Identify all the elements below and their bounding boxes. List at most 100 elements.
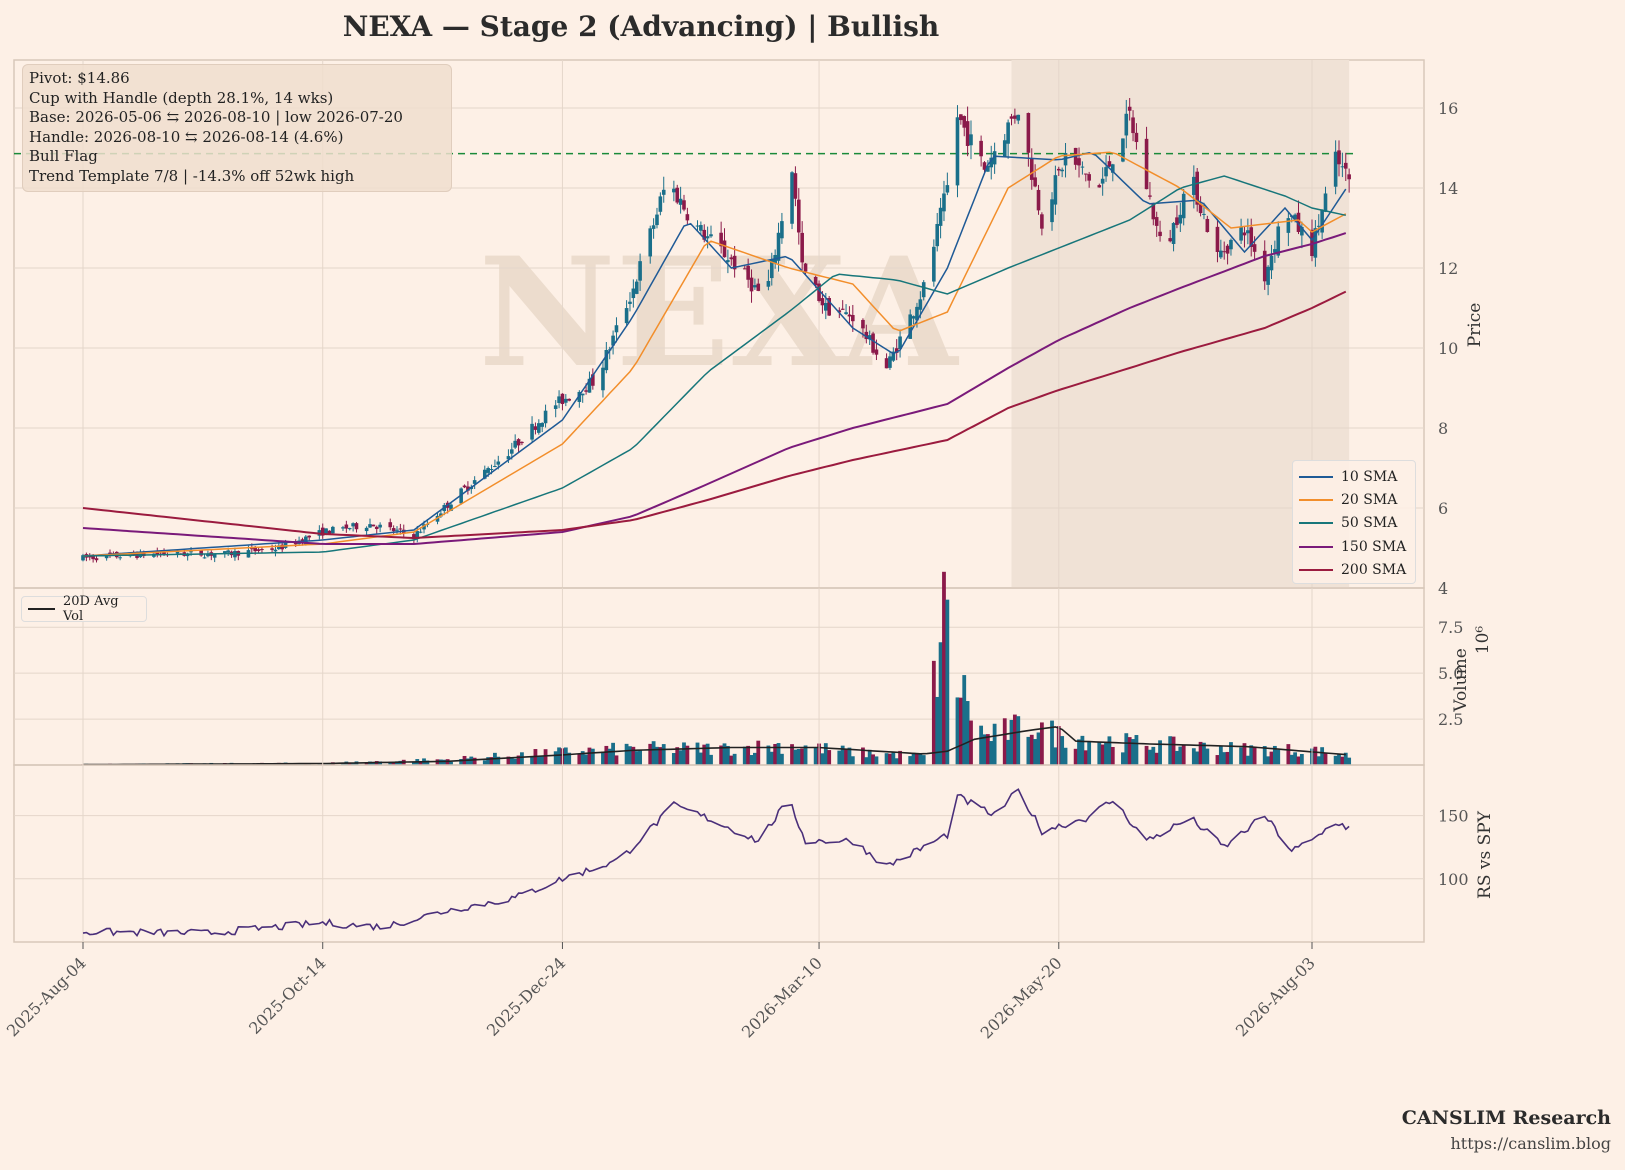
volume-bar [1202,742,1206,765]
candle-body [1131,117,1135,134]
volume-bar [1077,739,1081,765]
volume-bar [601,751,605,765]
candle-body [270,548,274,550]
volume-bar [698,752,703,765]
legend-item-10-sma: 10 SMA [1299,465,1409,488]
candle-body [803,263,808,272]
volume-bars [81,571,1352,765]
candle-body [537,423,541,433]
volume-bar [813,747,818,765]
candle-body [391,528,396,532]
candle-body [1148,195,1152,197]
candle-body [250,548,254,550]
volume-bar [466,758,470,765]
candle-body [104,554,109,559]
volume-bar [661,744,666,765]
volume-bar [371,761,376,765]
volume-bar [1134,735,1139,765]
candle-body [567,398,571,401]
volume-bar [942,571,946,765]
volume-bar [766,745,771,765]
candle-body [1144,138,1149,190]
candle-body [577,391,582,402]
volume-bar [567,752,572,765]
candle-body [1323,193,1328,212]
volume-bar [979,725,984,765]
volume-bar [918,754,923,765]
volume-bar [921,755,926,765]
candle-body [1205,218,1210,233]
volume-bar [1252,746,1257,765]
volume-bar [1323,752,1328,765]
candle-body [672,188,676,193]
volume-bar [874,756,879,765]
candle-body [212,554,217,558]
volume-bar [506,756,511,765]
volume-legend-label: 20D Avg Vol [62,594,119,624]
volume-bar [1016,716,1021,765]
volume-bar [969,720,973,765]
candle-body [1198,204,1203,214]
candle-body [800,232,804,263]
volume-bar [1100,744,1105,765]
volume-bar [438,759,443,765]
candle-body [722,240,727,258]
volume-bar [604,745,609,765]
candle-body [756,283,761,291]
candle-body [969,134,973,146]
candle-body [813,276,818,286]
candle-body [486,468,490,473]
candle-body [543,410,548,424]
volume-bar [1289,754,1294,765]
volume-bar [675,747,680,765]
volume-bar [749,755,754,765]
candle-body [226,550,230,553]
volume-bar [695,742,700,765]
pattern-annotation-box: Pivot: $14.86 Cup with Handle (depth 28.… [22,64,452,192]
candle-body [847,314,852,317]
volume-tick-label: 7.5 [1438,618,1463,637]
volume-bar [1131,739,1135,765]
candle-body [1154,217,1159,226]
candle-body [580,393,585,396]
candle-body [1333,151,1338,187]
volume-bar [958,697,963,765]
legend-label: 20 SMA [1341,491,1398,508]
volume-bar [509,757,514,765]
candle-body [753,285,757,288]
volume-bar [776,743,781,765]
candle-body [682,200,686,210]
volume-bar [411,762,416,765]
candle-body [256,549,261,551]
sma-line-200-sma [82,290,1347,540]
volume-bar [425,760,430,765]
candle-body [253,547,257,552]
volume-bar [1178,746,1183,765]
candle-body [260,549,264,551]
volume-bar [867,749,872,765]
volume-bar [459,758,464,765]
rs-frame [13,764,1425,943]
candle-body [651,225,656,229]
candle-body [1310,229,1314,257]
candle-body [1222,251,1227,253]
candle-body [1110,164,1115,173]
candle-body [942,193,946,212]
candle-body [769,259,774,279]
annotation-trend-template: Trend Template 7/8 | -14.3% off 52wk hig… [29,166,355,185]
volume-bar [844,749,848,765]
volume-bar [347,763,352,765]
volume-bar [1168,736,1173,765]
candle-body [1029,158,1034,180]
volume-bar [482,760,487,765]
volume-bar [1266,756,1271,765]
candle-body [601,367,605,391]
volume-bar [1097,741,1102,765]
volume-bar [989,741,994,765]
chart-title: NEXA — Stage 2 (Advancing) | Bullish [343,10,939,43]
candle-body [992,151,997,165]
candle-body [1269,255,1274,271]
volume-bar [898,750,902,765]
rs-tick-label: 150 [1438,807,1469,826]
volume-bar [1083,750,1088,765]
